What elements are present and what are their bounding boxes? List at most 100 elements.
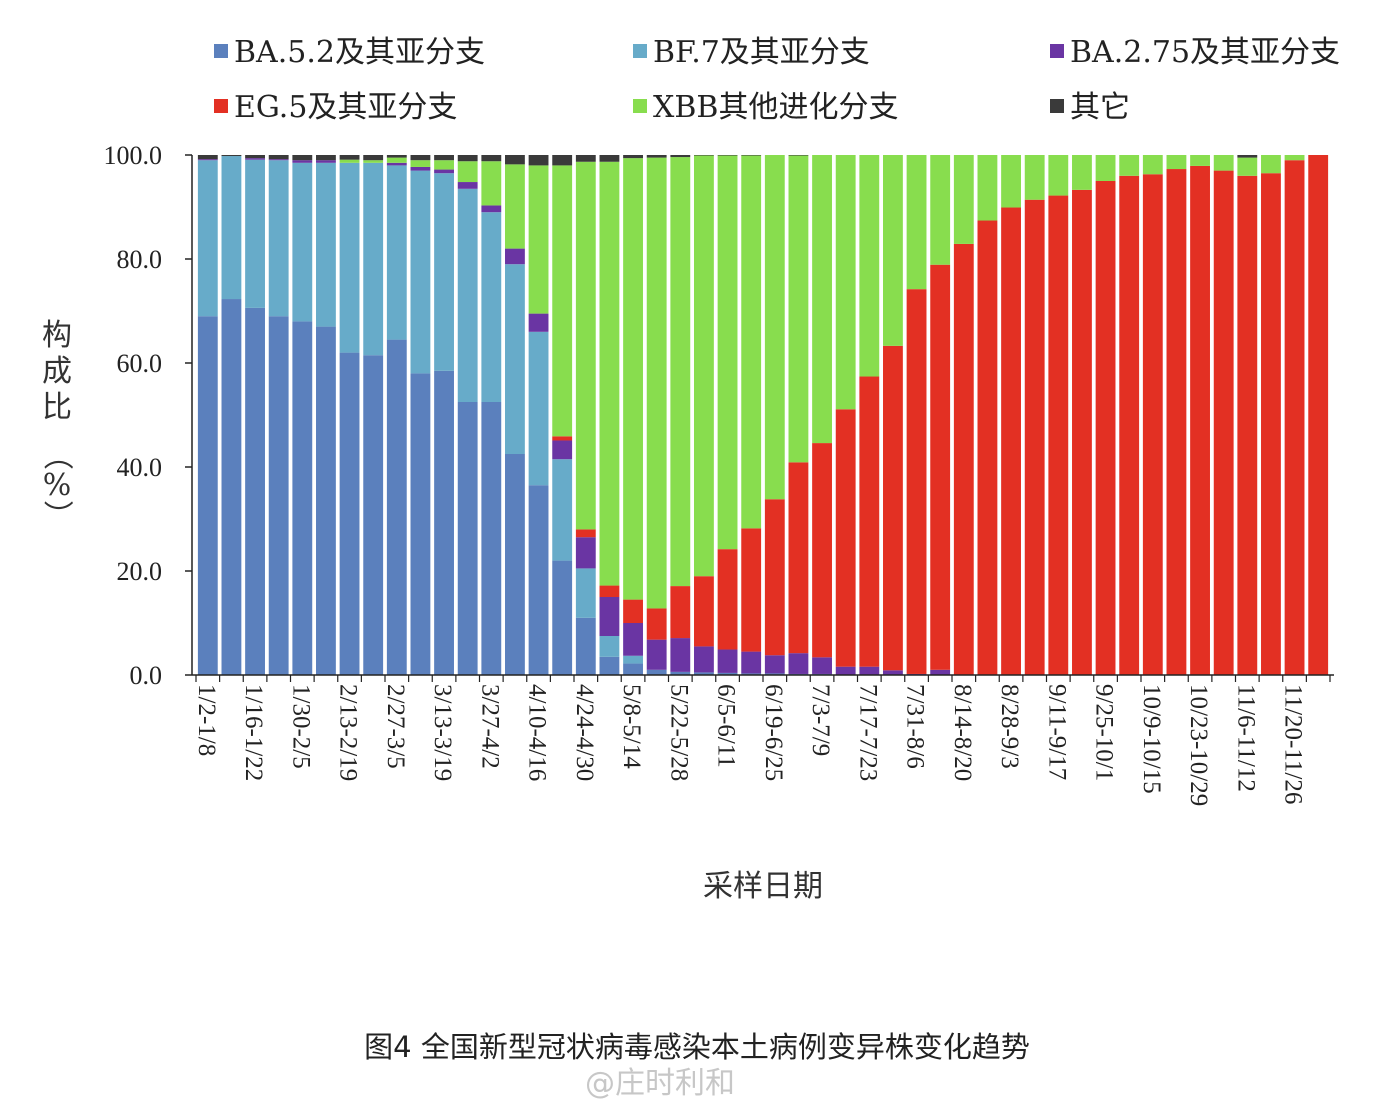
bar-segment <box>953 155 974 244</box>
bar-segment <box>717 549 738 650</box>
bar-segment <box>1048 155 1069 196</box>
x-tick-label: 5/22-5/28 <box>665 684 692 781</box>
bar-segment <box>221 155 242 157</box>
bar-segment <box>764 673 785 675</box>
x-tick-label: 7/3-7/9 <box>807 684 834 756</box>
bar-segment <box>906 289 927 674</box>
x-tick-label: 4/10-4/16 <box>524 684 551 781</box>
bar-segment <box>434 169 454 174</box>
bar-segment <box>835 666 856 675</box>
bar-segment <box>1261 173 1281 675</box>
legend-label: XBB其他进化分支 <box>653 90 898 125</box>
bar-segment <box>1072 189 1092 675</box>
y-axis-title-char: % <box>43 468 72 503</box>
bar-segment <box>410 170 431 374</box>
bar-segment <box>930 669 951 675</box>
x-tick-label: 2/27-3/5 <box>382 684 409 769</box>
bar-segment <box>883 670 903 675</box>
bar-segment <box>1048 195 1069 675</box>
bar-segment <box>434 173 454 371</box>
x-tick-label: 9/25-10/1 <box>1091 684 1118 781</box>
bar-segment <box>977 155 998 221</box>
bar-segment <box>764 499 785 656</box>
bar-segment <box>316 160 336 163</box>
bar-segment <box>1142 155 1163 175</box>
bar-segment <box>410 373 431 675</box>
legend-swatch <box>633 99 647 113</box>
bar-segment <box>410 160 431 167</box>
bar-segment <box>764 155 785 500</box>
bar-segment <box>835 409 856 667</box>
bar-segment <box>552 459 573 561</box>
bar-segment <box>930 155 951 265</box>
bar-segment <box>717 155 738 550</box>
legend-swatch <box>1050 44 1064 58</box>
bar-segment <box>977 220 998 675</box>
bar-segment <box>694 576 714 647</box>
bar-segment <box>741 155 762 529</box>
bar-segment <box>505 264 525 454</box>
bar-segment <box>528 165 549 314</box>
bar-segment <box>1308 155 1329 675</box>
bar-segment <box>1001 155 1021 208</box>
legend-item: 其它 <box>1050 90 1130 125</box>
bar-segment <box>363 155 384 161</box>
bar-segment <box>575 155 596 162</box>
legend-label: BA.5.2及其亚分支 <box>234 35 485 70</box>
bar-segment <box>623 155 643 159</box>
x-tick-label: 8/28-9/3 <box>996 684 1023 769</box>
bar-segment <box>741 155 762 156</box>
bar-segment <box>906 155 927 290</box>
bar-segment <box>1237 155 1258 158</box>
bar-segment <box>623 158 643 600</box>
bar-segment <box>221 156 242 300</box>
y-axis-title-char: 成 <box>42 354 72 389</box>
bar-segment <box>245 159 265 308</box>
bar-segment <box>363 162 384 356</box>
bar-segment <box>1213 155 1234 171</box>
bar-segment <box>1024 199 1045 675</box>
bar-segment <box>788 462 809 654</box>
bar-segment <box>859 666 880 675</box>
bar-segment <box>339 159 360 163</box>
bar-segment <box>316 155 336 161</box>
bar-segment <box>646 608 667 640</box>
bar-segment <box>1142 174 1163 676</box>
bar-segment <box>268 155 289 160</box>
bar-segment <box>883 345 903 671</box>
bar-segment <box>575 617 596 675</box>
bar-segment <box>339 162 360 353</box>
bar-segment <box>575 161 596 530</box>
x-tick-label: 1/16-1/22 <box>240 684 267 781</box>
bar-segment <box>1095 181 1116 675</box>
y-tick-label: 0.0 <box>130 661 163 690</box>
bar-segment <box>717 155 738 156</box>
y-axis-title: 构成比 （%） <box>39 318 74 530</box>
y-tick-label: 20.0 <box>117 557 163 586</box>
bar-segment <box>930 264 951 670</box>
bar-segment <box>670 638 691 672</box>
legend-label: BA.2.75及其亚分支 <box>1070 35 1340 70</box>
bar-segment <box>1166 155 1187 170</box>
bar-segment <box>410 155 431 161</box>
legend-item: BA.2.75及其亚分支 <box>1050 35 1340 70</box>
bar-segment <box>859 376 880 667</box>
bar-segment <box>505 155 525 165</box>
x-tick-label: 10/23-10/29 <box>1185 684 1212 806</box>
bar-segment <box>599 656 620 675</box>
legend-item: BF.7及其亚分支 <box>633 35 870 70</box>
bar-segment <box>552 436 573 441</box>
bar-segment <box>599 161 620 586</box>
bar-segment <box>528 331 549 486</box>
bar-segment <box>457 161 478 183</box>
bar-segment <box>292 321 313 675</box>
y-axis-title-char: 构 <box>42 318 72 353</box>
bar-segment <box>741 528 762 652</box>
x-tick-label: 11/6-11/12 <box>1232 684 1259 792</box>
y-ticks: 0.0 20.0 40.0 60.0 80.0 100.0 <box>104 141 192 690</box>
x-tick-label: 6/19-6/25 <box>760 684 787 781</box>
bar-segment <box>670 155 691 158</box>
bar-segment <box>599 597 620 636</box>
bar-segment <box>457 188 478 402</box>
bar-segment <box>505 248 525 265</box>
